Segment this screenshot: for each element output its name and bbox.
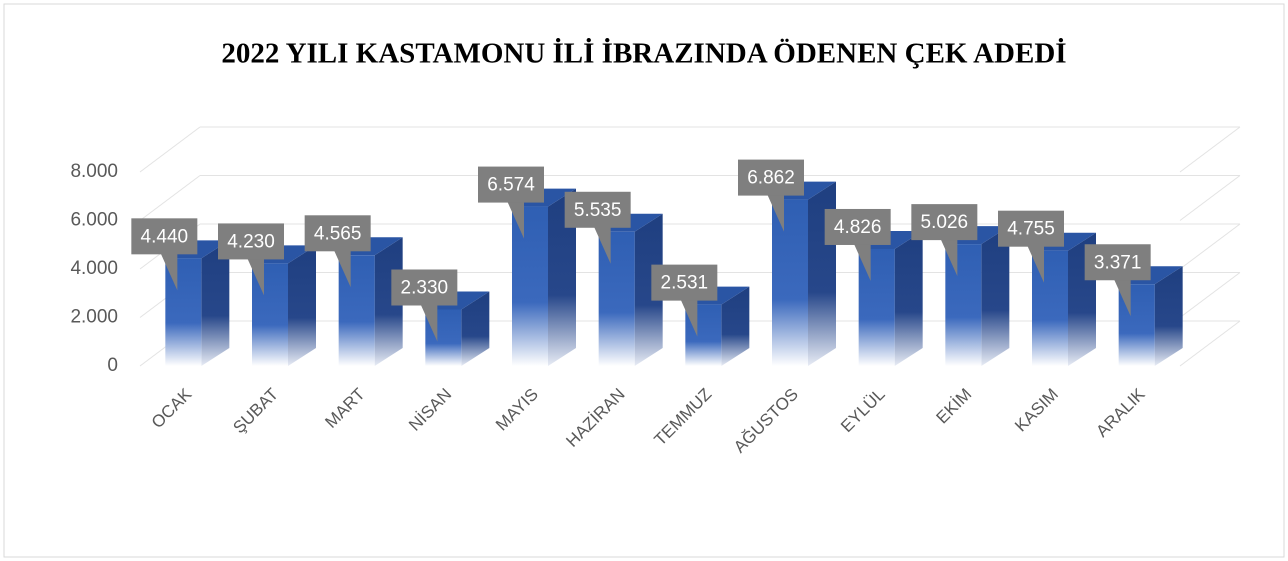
bar-front: [945, 244, 982, 366]
label-box: [391, 269, 458, 306]
data-label: 5.026: [921, 212, 969, 233]
data-label: 4.826: [834, 217, 882, 238]
label-pointer: [766, 191, 784, 232]
bar-side: [201, 240, 230, 366]
grid-line: [139, 126, 201, 173]
data-label: 6.862: [747, 168, 795, 189]
label-box: [304, 215, 371, 252]
y-tick-label: 6.000: [70, 210, 118, 231]
bar: [1118, 266, 1183, 366]
label-pointer: [679, 296, 698, 337]
data-label: 4.565: [314, 223, 362, 244]
data-label: 4.440: [141, 226, 189, 247]
data-label: 4.755: [1007, 219, 1055, 240]
grid-line: [1179, 320, 1241, 367]
bar-side: [894, 230, 923, 366]
y-tick-label: 8.000: [70, 161, 118, 182]
label-box: [218, 223, 284, 260]
label-pointer: [506, 198, 524, 239]
grid-line: [1179, 272, 1241, 318]
data-label: 4.230: [227, 231, 275, 252]
label-box: [738, 159, 804, 196]
grid-line: [1179, 223, 1241, 270]
bar-side: [548, 188, 576, 366]
label-pointer: [159, 250, 178, 291]
label-pointer: [419, 301, 438, 342]
bar-side: [634, 213, 663, 366]
label-box: [131, 218, 198, 255]
data-label: 2.330: [401, 278, 449, 299]
data-label: 6.574: [487, 175, 535, 196]
label-pointer: [332, 247, 351, 288]
label-pointer: [852, 240, 871, 281]
bar: [858, 230, 923, 366]
y-tick-label: 2.000: [70, 307, 118, 328]
grid-line: [139, 175, 201, 221]
bar-front: [858, 248, 895, 366]
bar-front: [772, 199, 808, 366]
bar-side: [981, 226, 1010, 366]
y-tick-label: 0: [107, 355, 118, 376]
bar-front: [512, 206, 548, 366]
bar-front: [598, 231, 635, 366]
label-box: [564, 191, 631, 228]
label-box: [998, 210, 1064, 247]
label-pointer: [939, 236, 958, 277]
bar-side: [374, 237, 403, 366]
bar-front: [1032, 250, 1068, 366]
data-label: 2.531: [661, 273, 709, 294]
label-box: [478, 166, 544, 203]
label-pointer: [246, 255, 264, 296]
bar-side: [721, 286, 750, 366]
data-label: 5.535: [574, 200, 622, 221]
grid-line: [1179, 126, 1241, 173]
label-box: [1084, 244, 1151, 281]
label-pointer: [1112, 276, 1131, 317]
label-box: [651, 264, 718, 301]
bar-side: [288, 245, 316, 366]
label-pointer: [592, 223, 611, 264]
chart-title: 2022 YILI KASTAMONU İLİ İBRAZINDA ÖDENEN…: [221, 37, 1066, 70]
bar: [165, 240, 230, 366]
label-pointer: [1026, 242, 1044, 283]
bar-side: [1154, 266, 1183, 366]
data-label: 3.371: [1094, 252, 1142, 273]
grid-line: [1179, 175, 1241, 221]
bar-side: [461, 291, 490, 366]
label-box: [911, 204, 978, 241]
y-tick-label: 4.000: [70, 258, 118, 279]
label-box: [824, 208, 891, 245]
